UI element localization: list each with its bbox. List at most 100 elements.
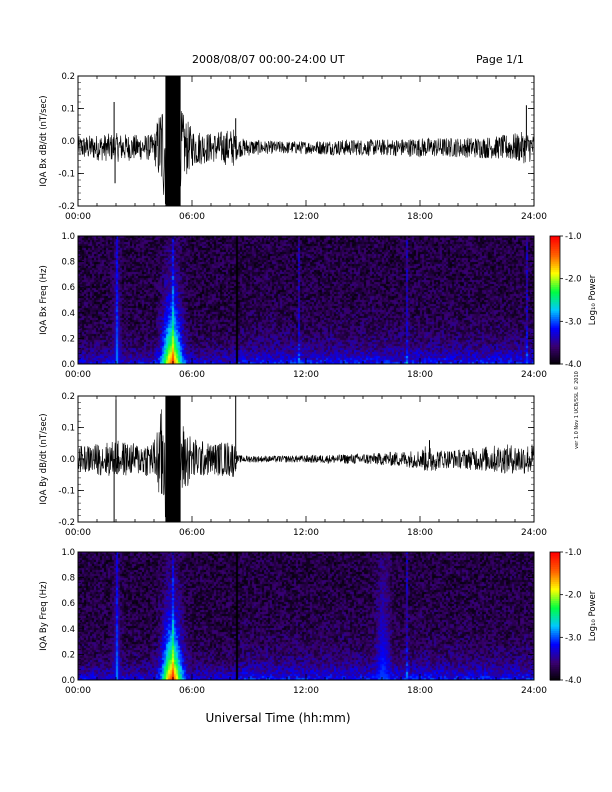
colorbar-swatch [550,607,560,611]
colorbar-swatch [550,605,560,609]
colorbar-swatch [550,359,560,363]
x-tick-label: 18:00 [407,686,433,696]
colorbar-swatch [550,677,560,681]
colorbar-swatch [550,667,560,670]
colorbar-swatch [550,342,560,346]
colorbar-swatch [550,265,560,269]
y-tick-label: 0.6 [61,599,75,609]
x-tick-label: 12:00 [293,212,319,222]
y-tick-label: 0.2 [61,334,75,344]
colorbar-swatch [550,633,560,636]
colorbar-swatch [550,287,560,290]
y-tick-label: 1.0 [61,548,75,558]
x-tick-label: 00:00 [65,686,91,696]
colorbar-swatch [550,261,560,265]
colorbar-swatch [550,276,560,280]
colorbar-swatch [550,319,560,322]
colorbar-swatch [550,630,560,634]
colorbar-swatch [550,246,560,250]
colorbar-swatch [550,609,560,613]
colorbar-swatch [550,332,560,335]
colorbar-swatch [550,562,560,566]
colorbar-swatch [550,637,560,641]
x-tick-label: 12:00 [293,370,319,380]
colorbar-swatch [550,310,560,314]
colorbar-swatch [550,317,560,320]
y-tick-label: 0.2 [61,650,75,660]
colorbar-swatch [550,321,560,325]
colorbar-swatch [550,353,560,357]
x-tick-label: 24:00 [521,686,547,696]
colorbar-swatch [550,272,560,275]
colorbar-swatch [550,329,560,333]
colorbar-swatch [550,581,560,585]
colorbar-frame [549,235,561,365]
spectrogram-canvas [78,552,534,680]
colorbar-swatch [550,327,560,331]
colorbar-swatch [550,361,560,365]
colorbar-swatch [550,240,560,243]
y-tick-label: 0.1 [61,424,75,434]
colorbar-swatch [550,626,560,630]
colorbar-swatch [550,323,560,327]
colorbar-swatch [550,351,560,354]
colorbar-swatch [550,334,560,337]
colorbar-swatch [550,598,560,602]
y-tick-label: 0.0 [61,137,75,147]
y-tick-label: 0.0 [61,676,75,686]
x-tick-label: 12:00 [293,528,319,538]
colorbar-swatch [550,635,560,638]
colorbar-swatch [550,340,560,344]
panel-2: 00:00 06:00 12:00 18:00 24:00 1.0 0.8 0.6 0.4 0.2… [39,232,598,380]
colorbar-tick-label: -3.0 [565,633,582,643]
colorbar-swatch [550,263,560,267]
colorbar-swatch [550,291,560,295]
page-number: Page 1/1 [476,53,524,66]
colorbar-swatch [550,669,560,673]
colorbar-swatch [550,671,560,675]
colorbar-swatch [550,590,560,594]
colorbar-swatch [550,302,560,305]
saturated-burst [165,396,181,522]
waveform-bx [77,83,535,207]
colorbar-swatch [550,338,560,342]
y-tick-label: 0.4 [61,309,75,319]
y-tick-label: 0.0 [61,455,75,465]
colorbar-swatch [550,250,560,254]
colorbar-swatch [550,255,560,258]
y-tick-label: 0.0 [61,360,75,370]
colorbar-swatch [550,357,560,361]
y-tick-label: 0.2 [61,72,75,82]
colorbar-swatch [550,253,560,256]
x-tick-label: 06:00 [179,686,205,696]
panel-3: 00:00 06:00 12:00 18:00 24:00 0.2 0.1 0.0 -0.1 -0… [39,392,547,538]
colorbar-swatch [550,596,560,600]
colorbar-swatch [550,622,560,626]
colorbar-swatch [550,280,560,284]
spectrogram-bx [78,236,534,364]
spectrogram-canvas [78,236,534,364]
colorbar-swatch [550,297,560,301]
colorbar-swatch [550,554,560,557]
waveform-by [77,395,535,523]
x-tick-label: 00:00 [65,528,91,538]
colorbar-swatch [550,308,560,312]
colorbar: -1.0 -2.0 -3.0 -4.0 Log₁₀ Power [549,548,598,686]
colorbar-swatch [550,236,560,239]
x-tick-label: 24:00 [521,370,547,380]
y-axis-label: IQA Bx dB/dt (nT/sec) [39,95,49,186]
colorbar-swatch [550,577,560,581]
colorbar-swatch [550,628,560,632]
colorbar-swatch [550,658,560,662]
colorbar-tick-label: -2.0 [565,591,582,601]
x-tick-label: 18:00 [407,370,433,380]
colorbar-swatch [550,248,560,252]
y-tick-label: -0.2 [58,518,75,528]
y-tick-label: 1.0 [61,232,75,242]
colorbar-swatch [550,624,560,628]
colorbar-swatch [550,314,560,318]
x-tick-label: 18:00 [407,528,433,538]
colorbar-swatch [550,274,560,278]
colorbar-swatch [550,575,560,579]
